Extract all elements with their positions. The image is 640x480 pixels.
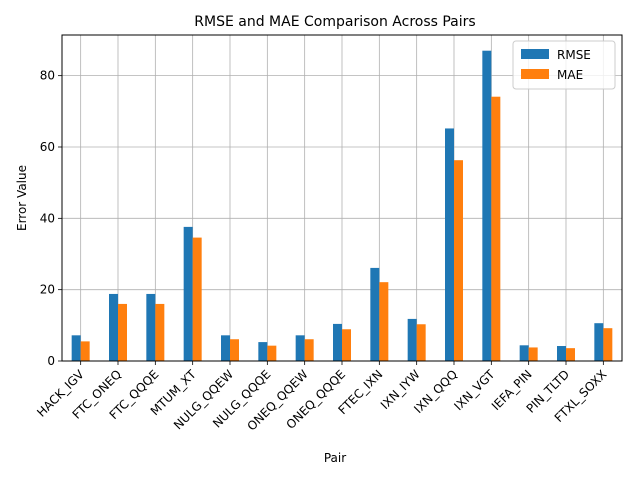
bar-mae	[379, 282, 389, 361]
bar-mae	[192, 237, 202, 361]
legend-label-mae: MAE	[557, 68, 583, 82]
bar-mae	[566, 348, 575, 361]
bar-mae	[155, 303, 165, 361]
bar-rmse	[482, 50, 492, 361]
y-tick-label: 20	[40, 283, 55, 297]
bar-rmse	[221, 335, 230, 361]
bar-rmse	[333, 323, 342, 361]
y-tick-label: 0	[47, 354, 55, 368]
bar-rmse	[109, 293, 118, 361]
bar-mae	[491, 96, 501, 362]
bar-mae	[416, 324, 426, 361]
bars	[71, 50, 613, 362]
bar-mae	[603, 328, 613, 361]
bar-mae	[342, 329, 351, 361]
y-tick-label: 60	[40, 140, 55, 154]
bar-mae	[230, 339, 239, 361]
legend-label-rmse: RMSE	[557, 48, 591, 62]
chart-title: RMSE and MAE Comparison Across Pairs	[194, 14, 475, 30]
bar-rmse	[445, 128, 454, 361]
bar-rmse	[183, 226, 193, 361]
y-tick-label: 80	[40, 69, 55, 83]
bar-mae	[80, 341, 90, 361]
bar-mae	[304, 339, 314, 361]
x-axis-label: Pair	[324, 451, 346, 465]
bar-rmse	[295, 335, 305, 361]
legend-swatch-mae	[521, 69, 549, 79]
bar-rmse	[258, 342, 268, 361]
bar-rmse	[519, 345, 529, 361]
bar-mae	[118, 303, 127, 361]
bar-rmse	[594, 323, 604, 361]
legend-swatch-rmse	[521, 49, 549, 59]
bar-rmse	[146, 293, 156, 361]
bar-rmse	[71, 335, 81, 361]
bar-rmse	[370, 267, 380, 361]
legend: RMSE MAE	[512, 40, 616, 90]
y-tick-label: 40	[40, 211, 55, 225]
bar-mae	[267, 345, 277, 361]
bar-rmse	[407, 318, 417, 361]
bar-rmse	[557, 346, 566, 361]
bar-mae	[454, 160, 463, 361]
bar-mae	[528, 347, 538, 361]
y-axis-label: Error Value	[15, 165, 29, 231]
